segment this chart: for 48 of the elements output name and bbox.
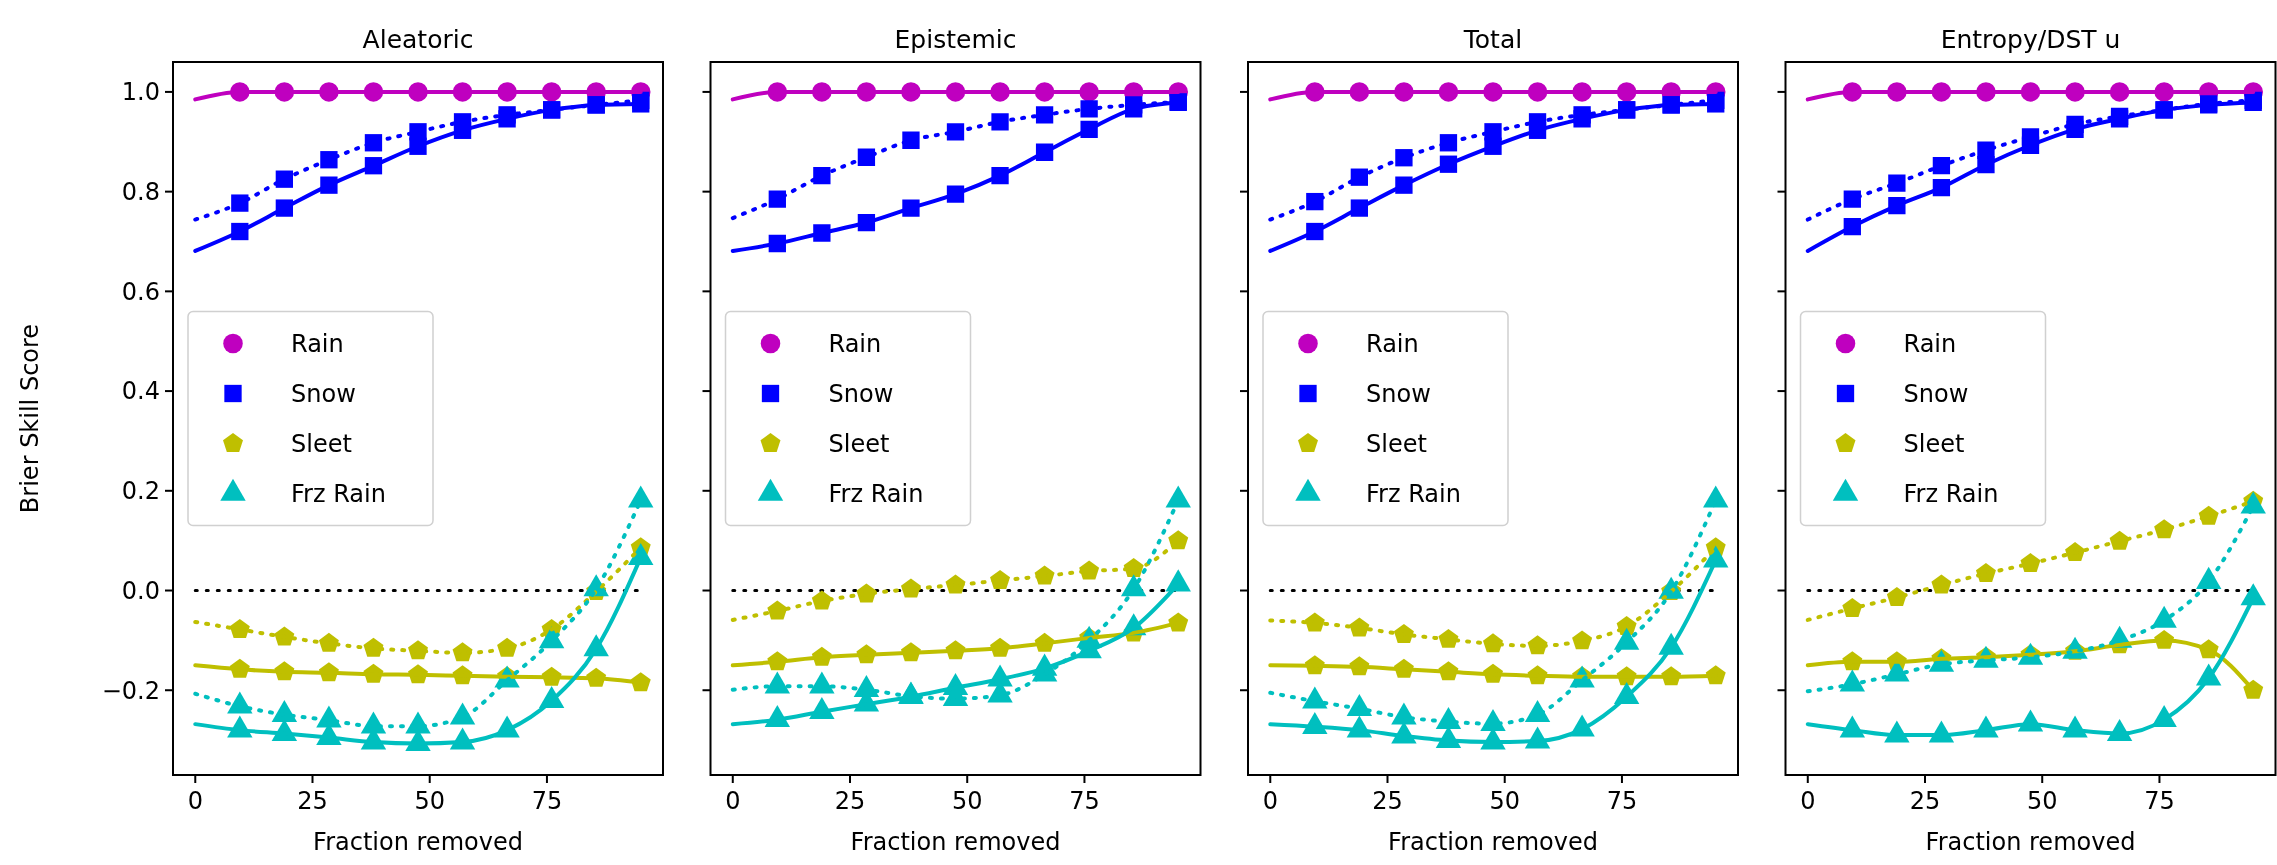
x-tick-label: 50 bbox=[951, 787, 983, 815]
x-axis-title: Fraction removed bbox=[850, 828, 1061, 856]
legend-label: Snow bbox=[828, 379, 894, 408]
x-axis-title: Fraction removed bbox=[313, 828, 523, 856]
x-axis-title: Fraction removed bbox=[1388, 828, 1598, 856]
x-tick-label: 75 bbox=[531, 787, 563, 815]
legend-label: Frz Rain bbox=[828, 479, 924, 508]
x-axis-title: Fraction removed bbox=[1925, 828, 2136, 856]
x-tick-label: 25 bbox=[1909, 787, 1941, 815]
legend-label: Frz Rain bbox=[1366, 479, 1461, 508]
chart-title: Aleatoric bbox=[362, 25, 474, 54]
legend-label: Snow bbox=[291, 379, 356, 408]
y-tick-label: 0.4 bbox=[121, 377, 160, 406]
y-tick-label: 0.0 bbox=[121, 576, 160, 605]
legend-label: Rain bbox=[828, 329, 882, 358]
x-tick-label: 50 bbox=[414, 787, 445, 815]
x-tick-label: 0 bbox=[1262, 787, 1278, 815]
legend-label: Frz Rain bbox=[291, 479, 386, 508]
legend-label: Rain bbox=[291, 329, 344, 358]
y-tick-label: 0.6 bbox=[121, 277, 160, 306]
x-tick-label: 75 bbox=[1069, 787, 1100, 815]
y-axis-title: Brier Skill Score bbox=[16, 323, 44, 514]
x-tick-label: 0 bbox=[1800, 787, 1816, 815]
y-tick-label: 0.8 bbox=[121, 178, 160, 207]
x-tick-label: 50 bbox=[1489, 787, 1520, 815]
x-tick-label: 75 bbox=[2144, 787, 2175, 815]
x-tick-label: 50 bbox=[2026, 787, 2058, 815]
legend-label: Frz Rain bbox=[1903, 479, 1999, 508]
x-tick-label: 0 bbox=[725, 787, 741, 815]
legend-label: Snow bbox=[1903, 379, 1969, 408]
chart-title: Epistemic bbox=[894, 25, 1017, 54]
legend-label: Sleet bbox=[291, 429, 352, 458]
chart-title: Entropy/DST u bbox=[1940, 25, 2121, 54]
x-tick-label: 25 bbox=[297, 787, 328, 815]
x-tick-label: 25 bbox=[1372, 787, 1403, 815]
legend-label: Snow bbox=[1366, 379, 1431, 408]
legend-label: Sleet bbox=[828, 429, 890, 458]
y-tick-label: 1.0 bbox=[121, 78, 160, 107]
chart-title: Total bbox=[1462, 25, 1523, 54]
x-tick-label: 25 bbox=[834, 787, 866, 815]
y-tick-label: 0.2 bbox=[121, 477, 160, 506]
x-tick-label: 75 bbox=[1606, 787, 1638, 815]
x-tick-label: 0 bbox=[187, 787, 203, 815]
y-tick-label: −0.2 bbox=[101, 676, 160, 705]
legend-label: Sleet bbox=[1366, 429, 1427, 458]
legend-label: Sleet bbox=[1903, 429, 1965, 458]
legend-label: Rain bbox=[1903, 329, 1957, 358]
legend-label: Rain bbox=[1366, 329, 1419, 358]
